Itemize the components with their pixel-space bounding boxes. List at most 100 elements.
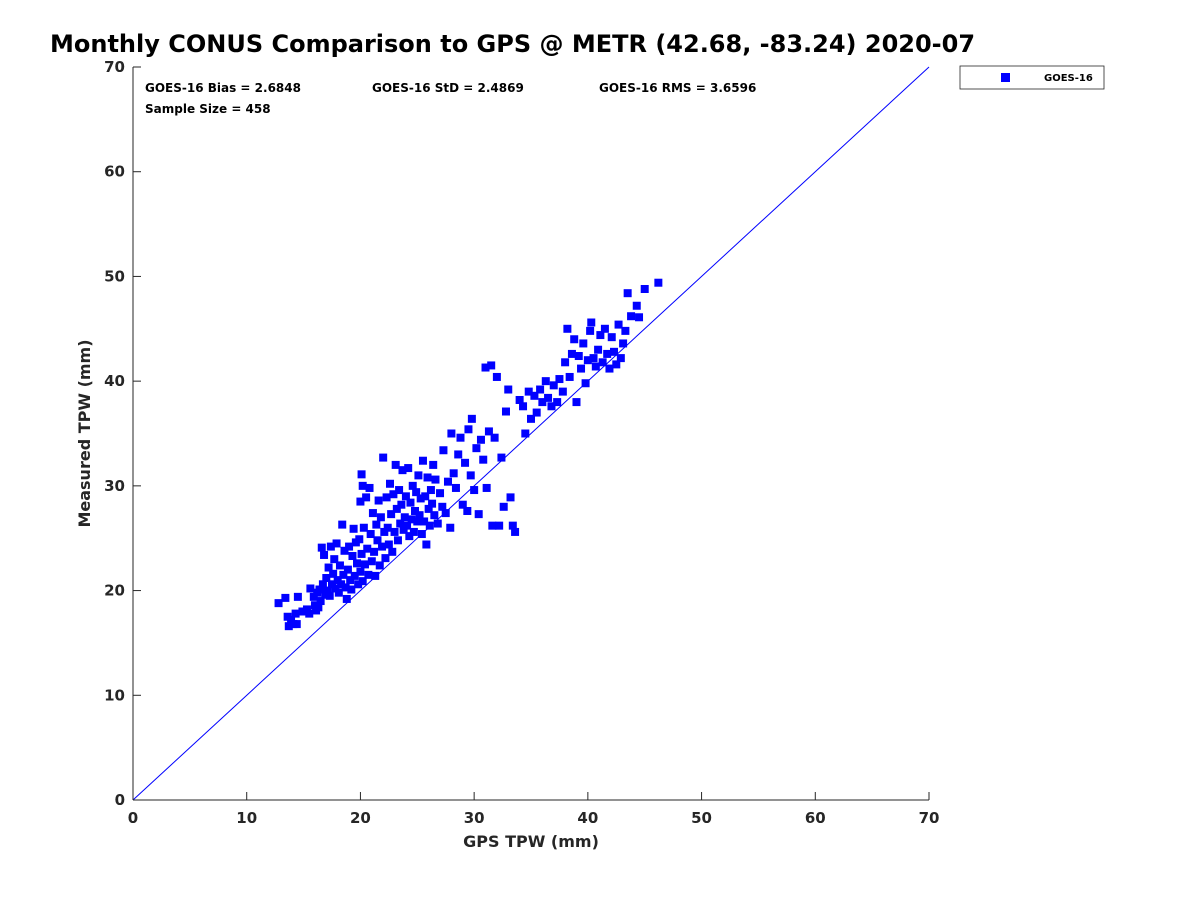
x-tick-label: 10: [236, 809, 257, 827]
data-point: [363, 544, 372, 553]
data-point: [446, 523, 455, 532]
data-point: [420, 517, 429, 526]
data-point: [488, 521, 497, 530]
data-point: [635, 313, 644, 322]
data-point: [309, 592, 318, 601]
data-point: [549, 381, 558, 390]
data-point: [561, 358, 570, 367]
data-point: [395, 486, 404, 495]
data-point: [428, 499, 437, 508]
data-point: [383, 523, 392, 532]
data-point: [343, 565, 352, 574]
data-point: [328, 580, 336, 589]
data-point: [368, 509, 377, 518]
x-tick-label: 60: [805, 809, 826, 827]
data-point: [458, 500, 467, 509]
data-point: [305, 609, 314, 618]
rms-annotation: GOES-16 RMS = 3.6596: [599, 81, 756, 95]
data-point: [321, 590, 330, 599]
reference-line-layer: [132, 66, 930, 801]
data-point: [536, 385, 545, 394]
data-point: [490, 433, 499, 442]
data-point: [607, 333, 616, 342]
data-point: [409, 527, 418, 536]
data-point: [619, 339, 628, 348]
data-point: [439, 446, 448, 455]
data-point: [426, 486, 435, 495]
legend-box: [959, 65, 1105, 90]
chart-title: Monthly CONUS Comparison to GPS @ METR (…: [50, 30, 976, 58]
data-point: [398, 466, 407, 475]
data-point: [326, 542, 335, 551]
data-point: [408, 481, 417, 490]
data-point: [317, 543, 326, 552]
data-point: [577, 364, 586, 373]
data-point: [367, 557, 376, 566]
data-point: [315, 585, 324, 594]
data-point: [438, 502, 447, 511]
ticks-layer: 0 10 20 30 40 50 60 70 0 10 20 30 40 50 60 70: [104, 58, 939, 827]
data-point: [519, 402, 528, 411]
data-point: [354, 580, 363, 589]
data-point: [342, 594, 351, 603]
data-point: [324, 563, 333, 572]
data-point: [274, 599, 283, 608]
data-point: [472, 444, 481, 453]
data-point: [381, 554, 390, 563]
axes-layer: [132, 67, 929, 801]
data-point: [387, 510, 396, 519]
data-point: [605, 364, 614, 373]
data-point: [544, 393, 553, 402]
y-tick-label: 30: [104, 477, 125, 495]
data-point: [332, 539, 341, 548]
data-point: [484, 427, 493, 436]
data-point: [430, 511, 439, 520]
data-point: [527, 414, 535, 423]
legend-marker: [1001, 73, 1010, 82]
y-tick-label: 20: [104, 582, 125, 600]
data-point: [443, 477, 452, 486]
data-point: [365, 483, 374, 492]
data-point: [495, 521, 504, 530]
data-point: [570, 335, 579, 344]
data-point: [323, 586, 332, 595]
data-point: [346, 576, 355, 585]
data-point: [364, 570, 373, 579]
data-point: [627, 312, 636, 321]
data-point: [417, 530, 426, 539]
data-point: [581, 379, 590, 388]
data-point: [423, 473, 432, 482]
data-point: [594, 345, 603, 354]
data-point: [358, 481, 367, 490]
data-point: [318, 580, 327, 589]
x-tick-label: 0: [128, 809, 138, 827]
data-point: [414, 471, 423, 480]
data-point: [320, 550, 329, 559]
data-point: [362, 493, 371, 502]
y-tick-label: 60: [104, 163, 125, 181]
data-point: [640, 284, 649, 293]
data-point: [447, 429, 456, 438]
data-point: [298, 607, 307, 616]
data-point: [316, 597, 325, 606]
x-tick-label: 40: [577, 809, 598, 827]
data-point: [293, 592, 302, 601]
data-point: [391, 460, 400, 469]
data-point: [355, 535, 364, 544]
data-point: [532, 408, 541, 417]
data-point: [356, 567, 365, 576]
data-point: [474, 510, 483, 519]
x-axis-label: GPS TPW (mm): [463, 832, 599, 851]
data-point: [384, 540, 393, 549]
data-point: [378, 542, 387, 551]
data-point: [614, 320, 623, 329]
data-point: [306, 584, 315, 593]
data-point: [421, 492, 430, 501]
x-tick-label: 50: [691, 809, 712, 827]
data-point: [291, 609, 300, 618]
data-point: [337, 580, 346, 589]
data-point: [586, 326, 595, 335]
data-point: [476, 435, 485, 444]
data-point: [400, 513, 409, 522]
